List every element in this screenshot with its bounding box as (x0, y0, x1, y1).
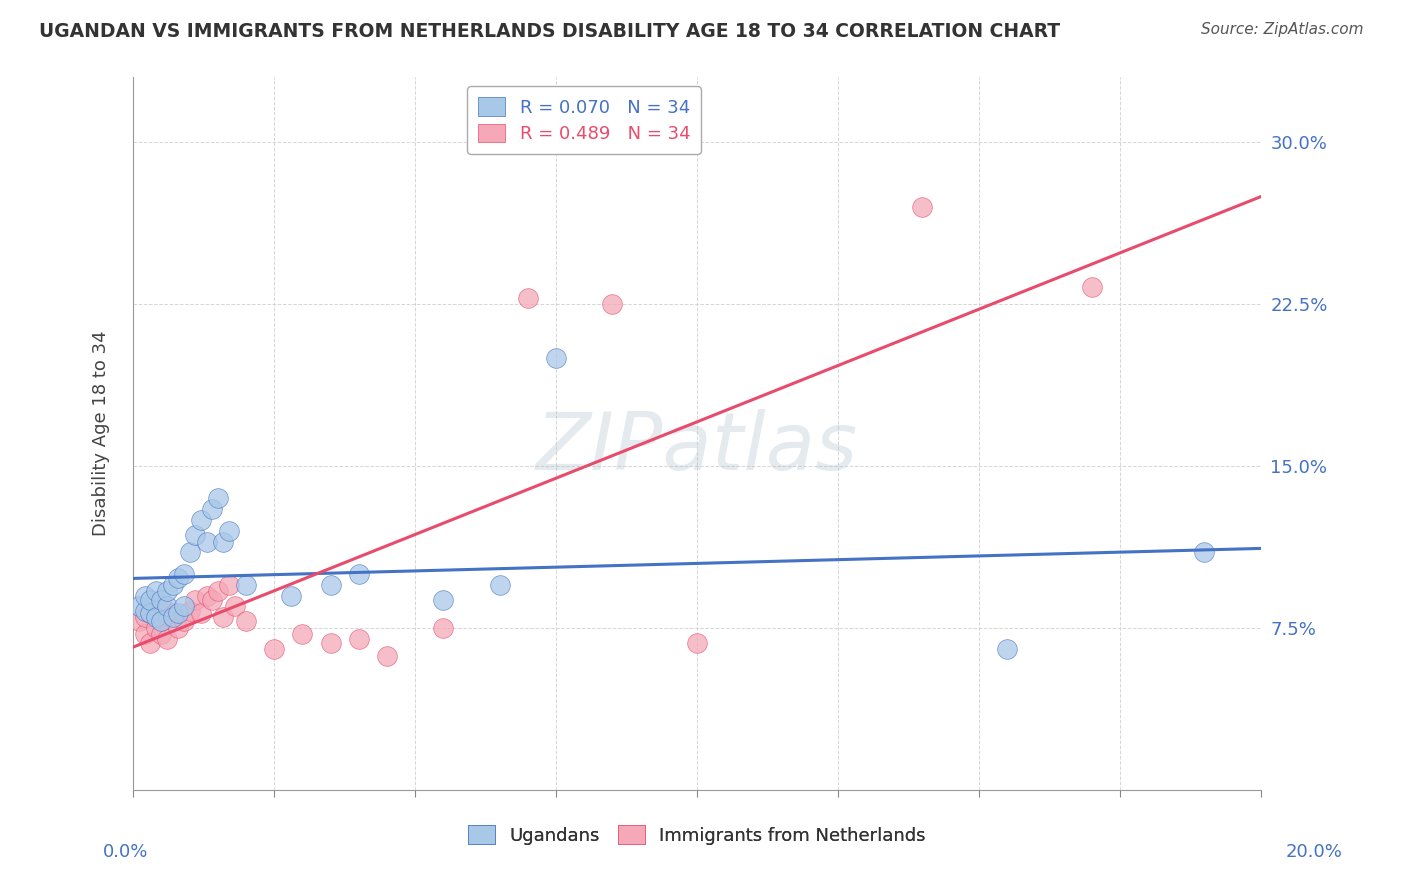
Point (218, 578, 240, 592)
Point (375, 648, 398, 663)
Point (602, 297, 624, 311)
Point (145, 610, 167, 624)
Point (911, 200, 934, 214)
Point (156, 599, 179, 614)
Point (128, 615, 150, 629)
Point (319, 636, 342, 650)
Point (280, 589, 302, 603)
Point (347, 632, 370, 646)
Point (212, 534, 235, 549)
Point (139, 606, 162, 620)
Point (156, 632, 179, 646)
Y-axis label: Disability Age 18 to 34: Disability Age 18 to 34 (93, 331, 110, 536)
Point (319, 578, 342, 592)
Point (134, 604, 156, 618)
Point (167, 571, 190, 585)
Point (212, 610, 235, 624)
Point (235, 578, 257, 592)
Point (1194, 545, 1216, 559)
Point (150, 592, 173, 607)
Point (235, 615, 257, 629)
Point (201, 502, 224, 516)
Point (139, 592, 162, 607)
Point (291, 627, 314, 641)
Text: ZIPatlas: ZIPatlas (536, 409, 858, 487)
Point (173, 599, 195, 614)
Point (432, 592, 454, 607)
Point (179, 545, 201, 559)
Point (190, 513, 212, 527)
Point (488, 578, 510, 592)
Point (516, 291, 538, 305)
Point (195, 589, 218, 603)
Point (173, 566, 195, 581)
Point (218, 524, 240, 538)
Point (347, 566, 370, 581)
Point (134, 610, 156, 624)
Point (145, 621, 167, 635)
Point (134, 627, 156, 641)
Point (150, 599, 173, 614)
Text: Source: ZipAtlas.com: Source: ZipAtlas.com (1201, 22, 1364, 37)
Point (179, 604, 201, 618)
Point (139, 606, 162, 620)
Point (134, 589, 156, 603)
Point (150, 615, 173, 629)
Point (128, 599, 150, 614)
Legend: Ugandans, Immigrants from Netherlands: Ugandans, Immigrants from Netherlands (461, 818, 934, 852)
Point (156, 584, 179, 599)
Point (162, 606, 184, 620)
Point (184, 592, 207, 607)
Point (263, 642, 285, 657)
Point (195, 534, 218, 549)
Point (686, 636, 709, 650)
Point (995, 642, 1018, 657)
Point (207, 584, 229, 599)
Point (162, 610, 184, 624)
Point (190, 606, 212, 620)
Point (150, 627, 173, 641)
Point (224, 599, 246, 614)
Point (432, 621, 454, 635)
Point (544, 351, 567, 365)
Point (173, 615, 195, 629)
Text: 20.0%: 20.0% (1286, 843, 1343, 861)
Point (207, 491, 229, 506)
Point (139, 636, 162, 650)
Point (184, 528, 207, 542)
Text: UGANDAN VS IMMIGRANTS FROM NETHERLANDS DISABILITY AGE 18 TO 34 CORRELATION CHART: UGANDAN VS IMMIGRANTS FROM NETHERLANDS D… (39, 22, 1060, 41)
Point (167, 621, 190, 635)
Point (201, 592, 224, 607)
Text: 0.0%: 0.0% (103, 843, 148, 861)
Point (1080, 280, 1102, 294)
Point (145, 584, 167, 599)
Point (167, 606, 190, 620)
Point (162, 578, 184, 592)
Point (162, 610, 184, 624)
